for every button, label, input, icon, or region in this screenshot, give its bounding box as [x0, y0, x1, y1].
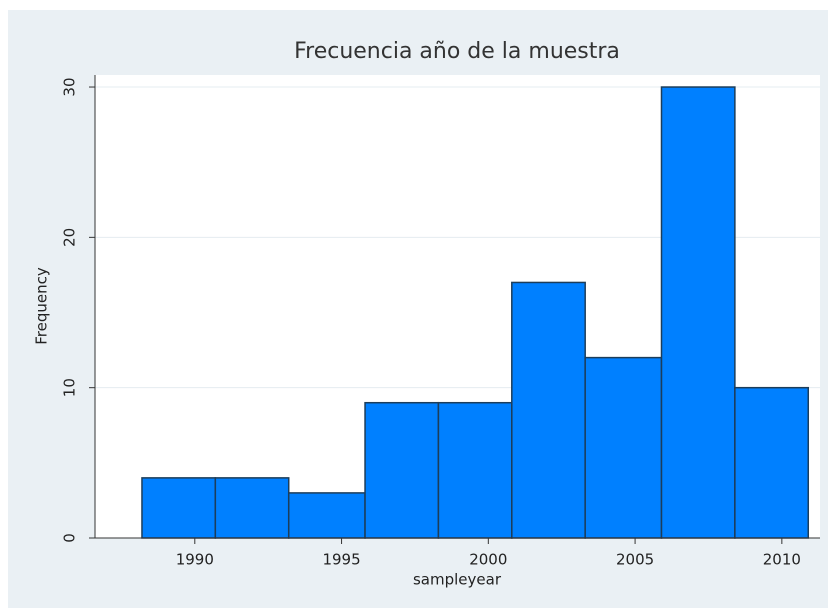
x-tick-label: 1995: [322, 551, 360, 569]
bar: [141, 477, 217, 539]
bar: [437, 401, 513, 539]
y-axis-label: Frequency: [33, 267, 51, 345]
x-tick-label: 2010: [763, 551, 801, 569]
x-axis-label: sampleyear: [413, 571, 502, 589]
bar: [214, 477, 290, 539]
bar: [364, 401, 440, 539]
bar: [660, 86, 736, 539]
bar: [584, 356, 663, 539]
x-tick-label: 2000: [469, 551, 507, 569]
chart-title: Frecuencia año de la muestra: [294, 39, 620, 64]
bar: [734, 386, 810, 539]
y-tick-label: 0: [61, 533, 79, 543]
bar: [511, 281, 586, 539]
x-tick-label: 1990: [176, 551, 214, 569]
y-tick-label: 20: [61, 228, 79, 247]
bar: [287, 492, 366, 539]
y-tick-label: 10: [61, 378, 79, 397]
y-tick-label: 30: [61, 77, 79, 96]
x-tick-label: 2005: [616, 551, 654, 569]
